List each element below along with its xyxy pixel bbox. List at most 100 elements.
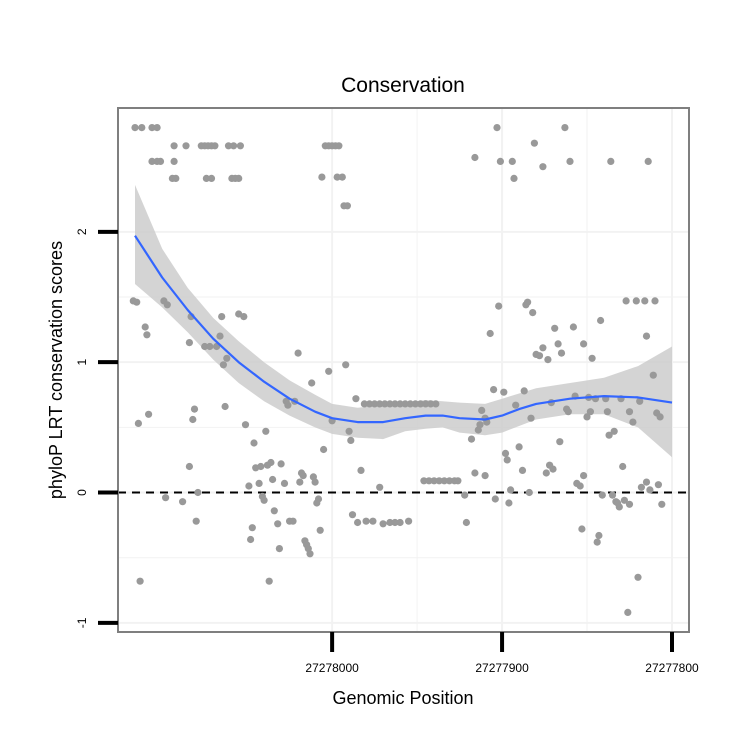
data-point: [642, 332, 651, 340]
data-point: [467, 435, 476, 443]
data-point: [411, 400, 419, 408]
data-point: [172, 174, 180, 182]
data-point: [624, 608, 632, 617]
grid-lines: [118, 108, 689, 632]
data-point: [306, 550, 314, 558]
data-point: [656, 413, 664, 421]
data-point: [500, 388, 508, 396]
data-point: [396, 400, 404, 408]
data-point: [206, 342, 214, 351]
data-point: [580, 340, 588, 348]
data-point: [507, 486, 515, 494]
data-point: [284, 401, 292, 409]
data-point: [245, 482, 253, 490]
data-point: [267, 458, 275, 467]
data-point: [257, 462, 265, 471]
data-point: [289, 517, 297, 525]
data-point: [131, 124, 139, 132]
data-point: [308, 379, 316, 387]
data-point: [156, 157, 165, 165]
data-point: [207, 174, 216, 182]
data-point: [129, 297, 137, 305]
x-tick-label: 27278000: [305, 661, 359, 675]
data-point: [311, 478, 319, 486]
data-point: [524, 298, 532, 306]
data-point: [549, 465, 557, 473]
data-point: [265, 577, 273, 585]
y-axis-title: phyloP LRT conservation scores: [46, 241, 66, 499]
data-point: [481, 472, 489, 480]
smooth-line: [134, 235, 673, 424]
data-point: [381, 400, 389, 408]
data-point: [163, 301, 171, 309]
data-point: [145, 410, 153, 418]
data-point: [471, 153, 479, 162]
data-point: [476, 421, 484, 429]
data-point: [248, 524, 256, 532]
data-point: [190, 405, 199, 413]
data-point: [646, 486, 654, 494]
data-point: [527, 414, 535, 422]
data-point: [277, 460, 285, 468]
y-tick-label: 2: [75, 228, 89, 235]
data-point: [250, 439, 258, 447]
chart-title: Conservation: [341, 74, 465, 97]
data-point: [371, 400, 379, 408]
data-point: [440, 477, 448, 485]
data-point: [619, 462, 627, 471]
data-point: [637, 483, 646, 491]
data-point: [192, 517, 200, 525]
data-point: [658, 500, 666, 508]
data-point: [386, 518, 394, 527]
data-point: [202, 174, 210, 182]
confidence-ribbon: [135, 184, 672, 458]
data-point: [625, 408, 634, 416]
data-point: [338, 173, 346, 181]
data-point: [544, 356, 552, 364]
data-point: [148, 157, 156, 165]
smooth-line-group: [134, 235, 673, 424]
data-point: [557, 349, 566, 357]
data-point: [445, 477, 453, 485]
data-point: [629, 418, 637, 426]
data-point: [396, 518, 404, 527]
data-point: [462, 518, 470, 527]
data-point: [420, 477, 428, 485]
y-tick-label: 1: [75, 359, 89, 366]
data-point: [255, 479, 263, 487]
data-point: [598, 491, 606, 499]
data-point: [141, 323, 149, 331]
data-point: [134, 419, 142, 427]
data-point: [352, 395, 360, 403]
data-point: [588, 354, 596, 362]
data-points: [129, 124, 666, 617]
data-point: [542, 469, 550, 477]
data-point: [493, 124, 501, 132]
data-point: [551, 324, 559, 332]
y-tick-label: 0: [75, 489, 89, 496]
data-point: [219, 361, 227, 369]
data-point: [316, 526, 324, 534]
data-point: [357, 466, 365, 474]
x-axis: 27278000 27277900 27277800: [305, 632, 699, 675]
data-point: [185, 339, 193, 347]
data-point: [539, 344, 547, 352]
data-point: [569, 323, 578, 331]
data-point: [595, 531, 603, 540]
data-point: [651, 297, 659, 305]
data-point: [386, 400, 394, 408]
data-point: [491, 495, 499, 503]
data-point: [406, 400, 414, 408]
data-point: [365, 400, 374, 408]
data-point: [314, 495, 323, 503]
data-point: [632, 297, 640, 305]
data-point: [143, 331, 151, 339]
data-point: [490, 386, 498, 394]
data-point: [318, 173, 326, 181]
data-point: [564, 408, 572, 416]
x-tick-label: 27277800: [645, 661, 699, 675]
data-point: [422, 400, 430, 408]
data-point: [432, 400, 440, 408]
data-point: [435, 477, 443, 485]
